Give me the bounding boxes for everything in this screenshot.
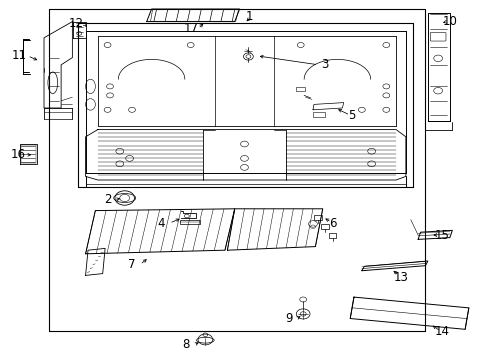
Bar [313, 215, 321, 220]
Text: 3: 3 [321, 58, 328, 71]
Text: 2: 2 [103, 193, 111, 206]
Text: 11: 11 [12, 49, 27, 62]
Bar [312, 112, 325, 117]
Text: 8: 8 [182, 338, 189, 351]
Text: 14: 14 [434, 325, 449, 338]
Bar [295, 87, 304, 91]
Text: 6: 6 [328, 217, 336, 230]
Bar [321, 224, 328, 229]
Text: 7: 7 [128, 258, 136, 271]
Text: 15: 15 [434, 229, 449, 242]
Bar [328, 233, 336, 238]
Text: 1: 1 [245, 10, 253, 23]
Text: 13: 13 [393, 271, 407, 284]
Text: 12: 12 [68, 17, 83, 30]
Text: 9: 9 [284, 312, 292, 325]
Text: 16: 16 [11, 148, 26, 161]
Text: 4: 4 [157, 217, 165, 230]
Text: 5: 5 [347, 109, 355, 122]
Text: 10: 10 [442, 15, 456, 28]
Bar [180, 220, 200, 224]
Text: 17: 17 [183, 22, 198, 35]
